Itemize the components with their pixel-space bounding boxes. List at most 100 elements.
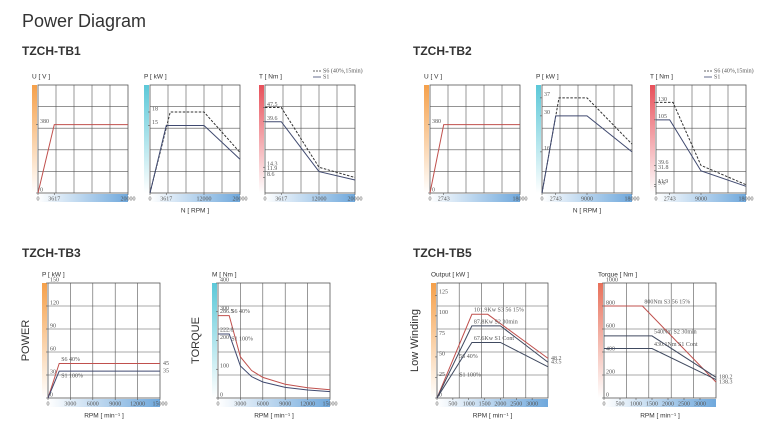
y-tick-label: 14.3 — [267, 162, 278, 168]
base-strip — [218, 399, 330, 407]
series-label: 430.1Nm S1 Cont — [654, 342, 698, 348]
y-tick-label: 150 — [50, 277, 59, 283]
y-tick-label: 130 — [658, 97, 667, 103]
series-label: 540Nm S2 30min — [654, 329, 697, 335]
plot-frame — [436, 282, 549, 399]
y-tick-label: 16 — [544, 146, 550, 152]
y-tick-label: 18 — [152, 106, 158, 112]
y-tick-label: 105 — [658, 114, 667, 120]
series-line — [218, 315, 331, 391]
plot-frame — [149, 84, 241, 194]
x-axis-label: N [ RPM ] — [181, 208, 209, 215]
x-tick-label: 2000 — [494, 401, 506, 407]
y-tick-label: 380 — [40, 119, 49, 125]
x-tick-label: 0 — [603, 401, 606, 407]
x-tick-label: 1500 — [479, 401, 491, 407]
y-tick-label: 8.6 — [267, 172, 275, 178]
y-tick-label: 25 — [439, 372, 445, 378]
x-tick-label: 2500 — [678, 401, 690, 407]
x-tick-label: 0 — [541, 196, 544, 202]
y-tick-label: 15 — [152, 120, 158, 126]
y-tick-label: 120 — [50, 300, 59, 306]
series-label: 800Nm S3 56 15% — [644, 299, 690, 305]
y-tick-label: 37 — [544, 92, 550, 98]
y-tick-label: 400 — [606, 346, 615, 352]
series-line — [541, 97, 633, 194]
x-tick-label: 2743 — [550, 196, 562, 202]
x-tick-label: 2743 — [438, 196, 450, 202]
x-tick-label: 15000 — [153, 401, 168, 407]
section-title: TZCH-TB5 — [413, 246, 472, 260]
x-axis-label: RPM [ min⁻¹ ] — [473, 413, 513, 420]
x-tick-label: 18000 — [739, 196, 754, 202]
section-title: TZCH-TB3 — [22, 246, 81, 260]
y-tick-label: 60 — [50, 346, 56, 352]
accent-strip — [431, 283, 436, 398]
y-axis-label: Output [ kW ] — [431, 272, 469, 279]
x-tick-label: 20000 — [233, 196, 248, 202]
x-tick-label: 18000 — [513, 196, 528, 202]
series-line — [218, 333, 331, 393]
x-tick-label: 18000 — [625, 196, 640, 202]
x-tick-label: 3617 — [160, 196, 172, 202]
x-tick-label: 20000 — [121, 196, 136, 202]
x-tick-label: 0 — [429, 196, 432, 202]
x-tick-label: 0 — [264, 196, 267, 202]
series-line — [429, 124, 520, 194]
x-tick-label: 3617 — [275, 196, 287, 202]
legend-label: S1 — [714, 74, 720, 80]
series-line — [604, 335, 717, 378]
series-label: S1 100% — [231, 336, 253, 342]
y-axis-label: P [ kW ] — [536, 74, 559, 81]
y-tick-label: 0 — [50, 392, 53, 398]
series-line — [47, 370, 160, 399]
side-label: TORQUE — [190, 317, 202, 364]
x-axis-label: RPM [ min⁻¹ ] — [254, 413, 294, 420]
x-tick-label: 6000 — [87, 401, 99, 407]
x-tick-label: 0 — [655, 196, 658, 202]
base-strip — [604, 399, 716, 407]
base-strip — [437, 399, 548, 407]
y-tick-label: 0 — [439, 392, 442, 398]
x-tick-label: 3000 — [234, 401, 246, 407]
series-line — [436, 341, 549, 399]
x-tick-label: 9000 — [109, 401, 121, 407]
plot-frame — [603, 282, 717, 399]
y-tick-label: 30 — [50, 369, 56, 375]
series-line — [47, 363, 160, 399]
x-tick-label: 12000 — [197, 196, 212, 202]
base-strip — [542, 194, 632, 202]
series-line — [541, 115, 633, 194]
end-label: 138.3 — [719, 379, 733, 385]
series-label: S6 40% — [231, 309, 250, 315]
y-tick-label: 600 — [606, 323, 615, 329]
series-label: 67.6Kw S1 Cont — [474, 336, 515, 342]
y-tick-label: 300 — [220, 306, 229, 312]
y-tick-label: 39.6 — [658, 160, 669, 166]
accent-strip — [536, 85, 541, 193]
accent-strip — [650, 85, 655, 193]
y-tick-label: 800 — [606, 300, 615, 306]
x-tick-label: 12000 — [130, 401, 145, 407]
x-tick-label: 3000 — [694, 401, 706, 407]
series-line — [436, 313, 549, 399]
plot-frame — [655, 84, 747, 194]
series-line — [149, 125, 241, 194]
y-tick-label: 0 — [606, 392, 609, 398]
side-label: POWER — [20, 320, 32, 362]
x-tick-label: 12000 — [312, 196, 327, 202]
y-axis-label: U [ V ] — [32, 74, 50, 81]
series-line — [149, 111, 241, 194]
accent-strip — [424, 85, 429, 193]
x-tick-label: 3000 — [526, 401, 538, 407]
y-tick-label: 9.6 — [658, 181, 666, 187]
section-title: TZCH-TB1 — [22, 44, 81, 58]
x-tick-label: 6000 — [257, 401, 269, 407]
x-tick-label: 2500 — [510, 401, 522, 407]
series-line — [265, 121, 356, 181]
y-tick-label: 100 — [220, 364, 229, 370]
legend-label: S6 (40%,15min) — [714, 67, 754, 74]
x-tick-label: 1000 — [463, 401, 475, 407]
x-tick-label: 12000 — [300, 401, 315, 407]
x-tick-label: 9000 — [581, 196, 593, 202]
